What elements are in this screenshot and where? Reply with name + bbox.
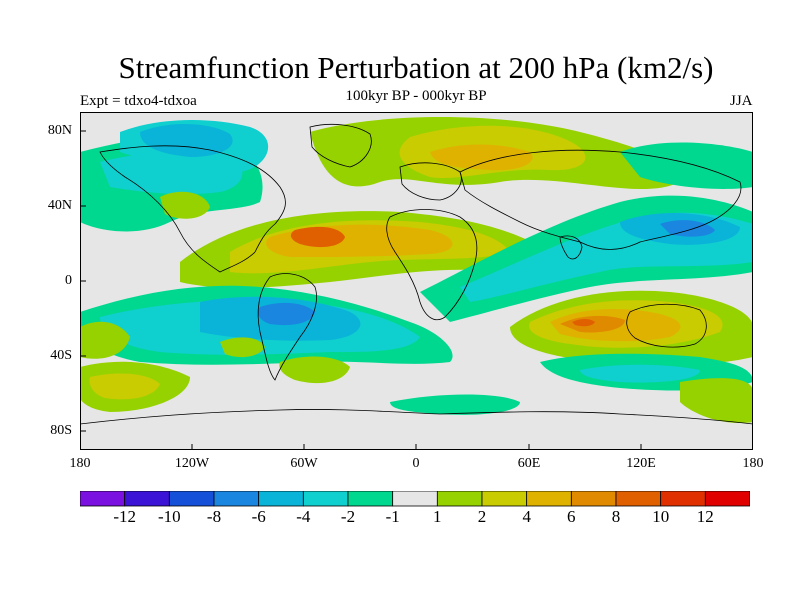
colorbar-swatch: [704, 491, 750, 507]
colorbar-label: -4: [296, 507, 311, 526]
colorbar-label: -12: [113, 507, 137, 526]
colorbar-label: 2: [477, 507, 487, 526]
colorbar-swatch: [392, 491, 438, 507]
colorbar-swatch: [213, 491, 260, 507]
lon-label-120e: 120E: [626, 456, 656, 471]
experiment-label: Expt = tdxo4-tdxoa: [80, 93, 197, 109]
lat-label-40s: 40S: [50, 348, 72, 363]
colorbar-swatch: [168, 491, 215, 507]
colorbar-label: 8: [611, 507, 621, 526]
colorbar-label: 1: [433, 507, 442, 526]
lat-label-0: 0: [65, 273, 72, 288]
colorbar-label: -2: [340, 507, 356, 526]
lon-label-0: 0: [412, 456, 420, 471]
colorbar-label: -10: [157, 507, 181, 526]
colorbar-swatch: [526, 491, 572, 507]
lat-label-80n: 80N: [47, 123, 72, 138]
colorbar-label: -8: [206, 507, 222, 526]
colorbar-swatch: [124, 491, 170, 507]
lon-label-180w: 180: [69, 456, 91, 471]
coastlines: [80, 123, 753, 425]
lon-label-120w: 120W: [174, 456, 210, 471]
lon-label-60w: 60W: [290, 456, 318, 471]
contour-fills: [80, 117, 753, 423]
lon-label-180e: 180: [742, 456, 764, 471]
lon-label-60e: 60E: [517, 456, 541, 471]
period-label: 100kyr BP - 000kyr BP: [345, 88, 487, 104]
lat-label-40n: 40N: [47, 198, 72, 213]
colorbar: [80, 491, 750, 507]
colorbar-label: 10: [652, 507, 670, 526]
colorbar-label: 12: [696, 507, 714, 526]
colorbar-swatch: [436, 491, 483, 507]
streamfunction-map: [80, 112, 753, 450]
colorbar-swatch: [615, 491, 662, 507]
colorbar-label: -1: [385, 507, 400, 526]
colorbar-label: -6: [251, 507, 266, 526]
lat-label-80s: 80S: [50, 423, 72, 438]
season-label: JJA: [730, 93, 753, 109]
colorbar-swatch: [481, 491, 528, 507]
axis-ticks: [80, 130, 642, 450]
colorbar-label: 4: [522, 507, 531, 526]
colorbar-swatch: [347, 491, 394, 507]
colorbar-swatch: [302, 491, 349, 507]
colorbar-swatch: [660, 491, 706, 507]
plot-title: Streamfunction Perturbation at 200 hPa (…: [118, 50, 714, 85]
colorbar-swatch: [80, 491, 126, 507]
colorbar-label: 6: [567, 507, 576, 526]
colorbar-swatch: [570, 491, 617, 507]
colorbar-swatch: [258, 491, 304, 507]
